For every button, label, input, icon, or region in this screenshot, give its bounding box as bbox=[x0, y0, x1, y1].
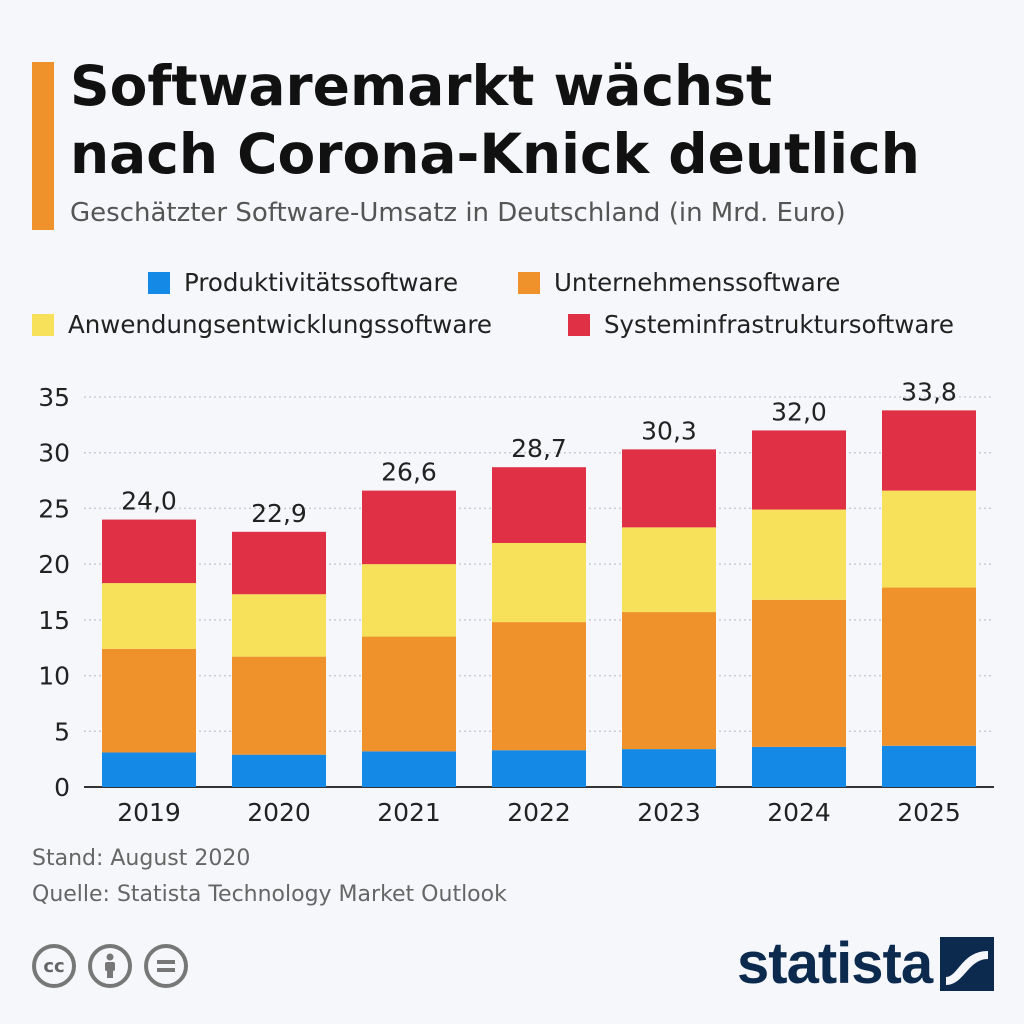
bar-segment bbox=[232, 531, 326, 595]
total-label: 24,0 bbox=[121, 487, 177, 516]
bar-segment bbox=[882, 587, 976, 746]
bar-segment bbox=[102, 583, 196, 649]
total-label: 33,8 bbox=[901, 377, 957, 406]
legend-label: Produktivitätssoftware bbox=[184, 268, 459, 297]
bar-segment bbox=[882, 410, 976, 491]
x-tick-label: 2024 bbox=[767, 798, 831, 827]
legend-swatch-system bbox=[568, 313, 590, 336]
legend-label: Systeminfrastruktursoftware bbox=[604, 310, 954, 339]
bar-segment bbox=[362, 751, 456, 787]
statista-logo[interactable]: statista bbox=[737, 931, 995, 996]
legend-label: Unternehmenssoftware bbox=[554, 268, 841, 297]
total-label: 32,0 bbox=[771, 397, 827, 426]
stacked-bar-chart: 0510152025303524,0201922,9202026,6202128… bbox=[38, 377, 994, 827]
title-line-1: Softwaremarkt wächst bbox=[70, 54, 773, 118]
x-tick-label: 2025 bbox=[897, 798, 961, 827]
bar-segment bbox=[232, 754, 326, 787]
y-tick-label: 30 bbox=[38, 439, 70, 468]
bar-segment bbox=[752, 746, 846, 787]
x-tick-label: 2022 bbox=[507, 798, 571, 827]
cc-icon[interactable]: cc bbox=[32, 944, 76, 988]
legend-swatch-unternehmen bbox=[518, 271, 540, 294]
legend-item-system: Systeminfrastruktursoftware bbox=[568, 310, 954, 339]
y-tick-label: 25 bbox=[38, 494, 70, 523]
total-label: 22,9 bbox=[251, 499, 307, 528]
bar-segment bbox=[752, 509, 846, 600]
accent-bar bbox=[32, 62, 54, 230]
bar-segment bbox=[362, 564, 456, 637]
legend-item-anwendung: Anwendungsentwicklungssoftware bbox=[32, 310, 492, 339]
bar-segment bbox=[362, 490, 456, 565]
equals-icon bbox=[157, 960, 175, 972]
license-icons: cc bbox=[32, 944, 188, 988]
legend-label: Anwendungsentwicklungssoftware bbox=[68, 310, 492, 339]
bar-segment bbox=[102, 752, 196, 787]
chart-subtitle: Geschätzter Software-Umsatz in Deutschla… bbox=[70, 198, 846, 228]
source-text: Quelle: Statista Technology Market Outlo… bbox=[32, 882, 507, 907]
title-line-2: nach Corona-Knick deutlich bbox=[70, 122, 920, 186]
person-icon bbox=[105, 953, 115, 978]
bar-segment bbox=[362, 636, 456, 752]
y-tick-label: 5 bbox=[54, 717, 70, 746]
bar-segment bbox=[232, 594, 326, 657]
bar-segment bbox=[492, 750, 586, 787]
y-tick-label: 35 bbox=[38, 383, 70, 412]
bar-segment bbox=[622, 527, 716, 613]
legend-item-produktivitaet: Produktivitätssoftware bbox=[148, 268, 458, 297]
bar-segment bbox=[102, 648, 196, 753]
bar-segment bbox=[882, 745, 976, 787]
total-label: 30,3 bbox=[641, 416, 697, 445]
bar-segment bbox=[492, 542, 586, 623]
y-tick-label: 20 bbox=[38, 550, 70, 579]
bar-segment bbox=[622, 449, 716, 528]
bar-segment bbox=[492, 467, 586, 543]
bar-segment bbox=[492, 622, 586, 751]
brand-name: statista bbox=[737, 931, 933, 996]
y-tick-label: 15 bbox=[38, 606, 70, 635]
y-tick-label: 10 bbox=[38, 662, 70, 691]
bar-segment bbox=[752, 430, 846, 510]
bar-segment bbox=[882, 490, 976, 588]
total-label: 26,6 bbox=[381, 458, 437, 487]
bar-segment bbox=[752, 599, 846, 747]
legend-swatch-produktivitaet bbox=[148, 271, 170, 294]
legend-swatch-anwendung bbox=[32, 313, 54, 336]
x-tick-label: 2019 bbox=[117, 798, 181, 827]
nd-icon[interactable] bbox=[144, 944, 188, 988]
bar-segment bbox=[102, 519, 196, 584]
bar-segment bbox=[622, 749, 716, 787]
x-tick-label: 2021 bbox=[377, 798, 441, 827]
total-label: 28,7 bbox=[511, 434, 567, 463]
legend-item-unternehmen: Unternehmenssoftware bbox=[518, 268, 840, 297]
bar-segment bbox=[622, 612, 716, 750]
source-date: Stand: August 2020 bbox=[32, 846, 251, 871]
statista-logo-icon bbox=[940, 937, 995, 991]
x-tick-label: 2023 bbox=[637, 798, 701, 827]
by-icon[interactable] bbox=[88, 944, 132, 988]
page-title: Softwaremarkt wächst nach Corona-Knick d… bbox=[70, 52, 920, 188]
bar-segment bbox=[232, 656, 326, 755]
y-tick-label: 0 bbox=[54, 773, 70, 802]
x-tick-label: 2020 bbox=[247, 798, 311, 827]
